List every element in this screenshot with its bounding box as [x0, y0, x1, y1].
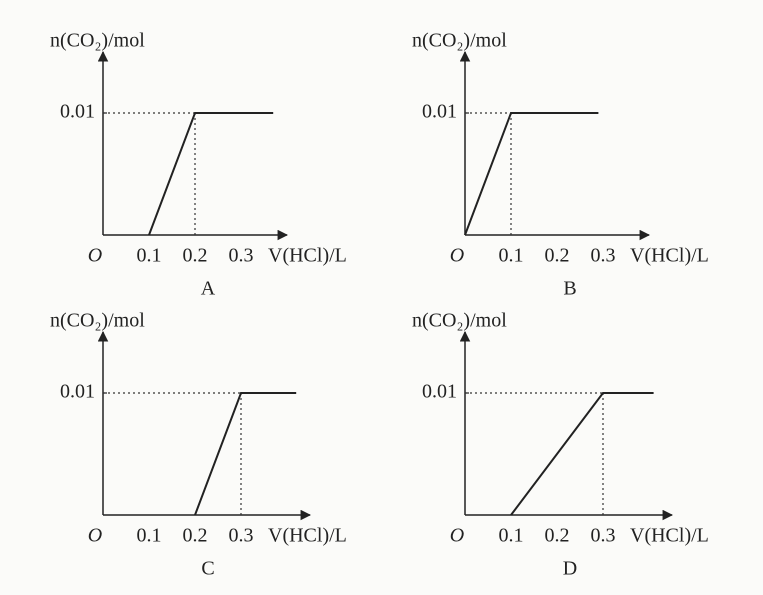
data-line — [464, 112, 599, 236]
x-tick-label: 0.1 — [499, 525, 524, 547]
y-axis-label: n(CO₂)/mol — [412, 30, 507, 52]
y-axis-label: n(CO₂)/mol — [50, 30, 145, 52]
x-tick-label: 0.3 — [591, 525, 616, 547]
x-axis-label: V(HCl)/L — [268, 525, 347, 547]
caption: D — [563, 558, 577, 580]
y-tick-label: 0.01 — [422, 381, 457, 403]
x-axis-label: V(HCl)/L — [268, 245, 347, 267]
y-axis-label: n(CO₂)/mol — [50, 310, 145, 332]
x-tick-label: 0.2 — [183, 245, 208, 267]
data-line — [148, 112, 274, 236]
y-tick-label: 0.01 — [60, 381, 95, 403]
x-tick-label: 0.3 — [229, 525, 254, 547]
y-axis-label: n(CO₂)/mol — [412, 310, 507, 332]
x-axis-label: V(HCl)/L — [630, 245, 709, 267]
caption: C — [201, 558, 214, 580]
x-tick-label: 0.2 — [545, 245, 570, 267]
caption: B — [563, 278, 576, 300]
x-tick-label: 0.1 — [137, 245, 162, 267]
x-tick-label: 0.2 — [183, 525, 208, 547]
x-axis-label: V(HCl)/L — [630, 525, 709, 547]
x-tick-label: 0.1 — [499, 245, 524, 267]
y-tick-label: 0.01 — [60, 101, 95, 123]
x-tick-label: 0.2 — [545, 525, 570, 547]
data-line — [510, 392, 654, 516]
x-tick-label: 0.3 — [229, 245, 254, 267]
origin-label: O — [450, 525, 464, 547]
origin-label: O — [450, 245, 464, 267]
origin-label: O — [88, 525, 102, 547]
origin-label: O — [88, 245, 102, 267]
x-tick-label: 0.3 — [591, 245, 616, 267]
y-tick-label: 0.01 — [422, 101, 457, 123]
x-tick-label: 0.1 — [137, 525, 162, 547]
caption: A — [201, 278, 216, 300]
data-line — [194, 392, 297, 516]
